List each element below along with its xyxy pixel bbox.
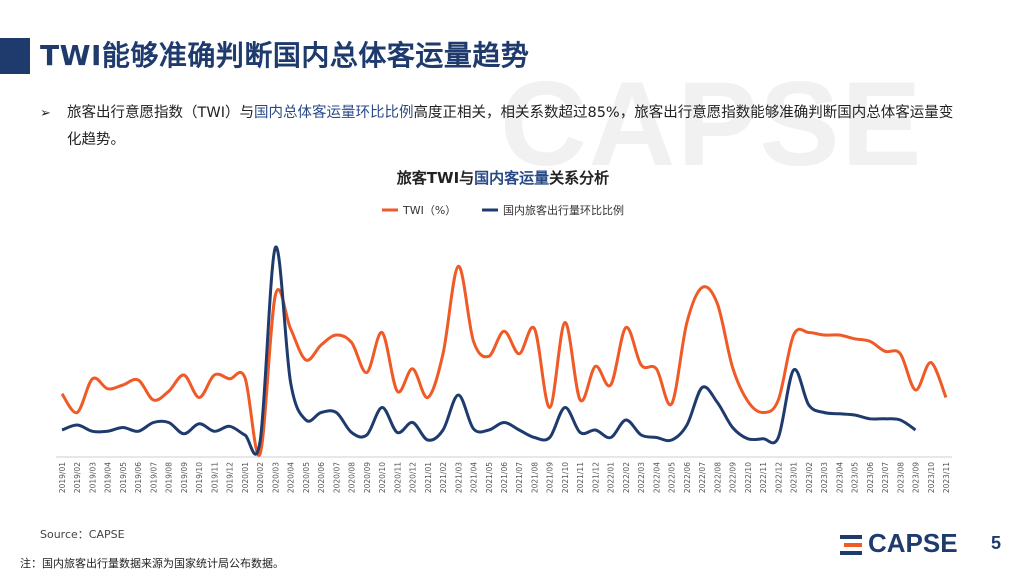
- x-tick-label: 2019/01: [58, 462, 67, 493]
- x-tick-label: 2023/10: [927, 462, 936, 493]
- x-tick-label: 2021/06: [500, 462, 509, 493]
- x-tick-label: 2021/10: [561, 462, 570, 493]
- x-tick-label: 2021/05: [485, 462, 494, 493]
- x-tick-label: 2020/06: [317, 462, 326, 493]
- x-tick-label: 2021/08: [531, 462, 540, 493]
- chart-title-part-2: 国内客运量: [474, 169, 549, 187]
- title-accent-bar: [0, 38, 30, 74]
- x-tick-label: 2022/08: [713, 462, 722, 493]
- x-tick-label: 2023/11: [942, 462, 951, 493]
- x-tick-label: 2020/04: [287, 462, 296, 493]
- x-tick-label: 2019/02: [73, 462, 82, 493]
- x-tick-label: 2023/09: [912, 462, 921, 493]
- page-number: 5: [991, 533, 1002, 553]
- x-tick-label: 2022/11: [759, 462, 768, 493]
- series-lines: [60, 245, 948, 457]
- x-tick-label: 2020/07: [332, 462, 341, 493]
- series-line-passenger: [61, 245, 917, 456]
- bullet-arrow-icon: ➢: [40, 106, 51, 121]
- x-tick-label: 2021/01: [424, 462, 433, 493]
- bullet-point: ➢ 旅客出行意愿指数（TWI）与国内总体客运量环比比例高度正相关，相关系数超过8…: [40, 100, 960, 154]
- x-tick-label: 2023/07: [881, 462, 890, 493]
- x-tick-label: 2021/02: [439, 462, 448, 493]
- x-tick-label: 2019/07: [149, 462, 158, 493]
- bullet-text-highlight: 国内总体客运量环比比例: [253, 105, 414, 121]
- x-tick-label: 2021/03: [454, 462, 463, 493]
- x-tick-label: 2021/12: [591, 462, 600, 493]
- source-text: Source：CAPSE: [40, 528, 125, 541]
- watermark: CAPSE: [500, 57, 924, 191]
- x-tick-label: 2022/09: [729, 462, 738, 493]
- chart-title-part-3: 关系分析: [549, 169, 609, 187]
- x-tick-label: 2022/12: [774, 462, 783, 493]
- x-tick-label: 2019/10: [195, 462, 204, 493]
- x-tick-label: 2023/04: [835, 462, 844, 493]
- x-tick-label: 2020/08: [348, 462, 357, 493]
- x-tick-label: 2022/03: [637, 462, 646, 493]
- x-tick-label: 2022/02: [622, 462, 631, 493]
- x-tick-label: 2023/06: [866, 462, 875, 493]
- bullet-text-after: 高度正相关，相关系数超过85%，旅客出行意愿指数能够准确判断国内总体客运量变化趋…: [67, 105, 954, 148]
- series-line-twi: [60, 264, 948, 457]
- x-tick-label: 2023/02: [805, 462, 814, 493]
- bullet-text-before: 旅客出行意愿指数（TWI）与: [67, 105, 254, 121]
- twi-passenger-chart: 旅客TWI与国内客运量关系分析 TWI（%） 国内旅客出行量环比比例 2019/…: [56, 169, 952, 493]
- x-tick-label: 2019/11: [210, 462, 219, 493]
- x-tick-label: 2019/04: [104, 462, 113, 493]
- legend-label-twi: TWI（%）: [402, 204, 456, 217]
- x-tick-label: 2019/05: [119, 462, 128, 493]
- x-tick-label: 2021/04: [470, 462, 479, 493]
- footnote: 注：国内旅客出行量数据来源为国家统计局公布数据。: [20, 557, 284, 570]
- logo-mark-icon: [840, 535, 862, 555]
- x-tick-label: 2020/10: [378, 462, 387, 493]
- legend-label-passenger: 国内旅客出行量环比比例: [503, 203, 624, 217]
- x-tick-label: 2023/05: [851, 462, 860, 493]
- bullet-text: 旅客出行意愿指数（TWI）与国内总体客运量环比比例高度正相关，相关系数超过85%…: [40, 100, 960, 154]
- x-tick-label: 2021/09: [546, 462, 555, 493]
- x-tick-label: 2022/07: [698, 462, 707, 493]
- logo-text: CAPSE: [868, 528, 958, 558]
- x-tick-label: 2020/09: [363, 462, 372, 493]
- x-tick-label: 2022/06: [683, 462, 692, 493]
- x-tick-label: 2022/05: [668, 462, 677, 493]
- x-tick-label: 2022/01: [607, 462, 616, 493]
- x-tick-label: 2021/07: [515, 462, 524, 493]
- x-tick-label: 2020/01: [241, 462, 250, 493]
- chart-title: 旅客TWI与国内客运量关系分析: [397, 169, 609, 187]
- x-tick-label: 2019/08: [165, 462, 174, 493]
- x-tick-label: 2019/03: [89, 462, 98, 493]
- x-tick-label: 2023/03: [820, 462, 829, 493]
- x-tick-label: 2022/10: [744, 462, 753, 493]
- x-tick-label: 2023/08: [896, 462, 905, 493]
- x-tick-label: 2020/02: [256, 462, 265, 493]
- x-tick-label: 2022/04: [652, 462, 661, 493]
- chart-legend: TWI（%） 国内旅客出行量环比比例: [382, 203, 624, 217]
- x-tick-label: 2021/11: [576, 462, 585, 493]
- x-tick-label: 2019/09: [180, 462, 189, 493]
- x-tick-label: 2019/12: [226, 462, 235, 493]
- x-tick-label: 2019/06: [134, 462, 143, 493]
- x-tick-label: 2023/01: [790, 462, 799, 493]
- x-tick-label: 2020/12: [409, 462, 418, 493]
- x-axis-ticks: 2019/01 2019/02 2019/03 2019/04 2019/05 2019/…: [58, 462, 951, 493]
- x-tick-label: 2020/11: [393, 462, 402, 493]
- x-tick-label: 2020/05: [302, 462, 311, 493]
- capse-logo: CAPSE: [840, 528, 985, 560]
- x-tick-label: 2020/03: [271, 462, 280, 493]
- page-title: TWI能够准确判断国内总体客运量趋势: [40, 39, 530, 72]
- chart-title-part-1: 旅客TWI与: [397, 169, 474, 187]
